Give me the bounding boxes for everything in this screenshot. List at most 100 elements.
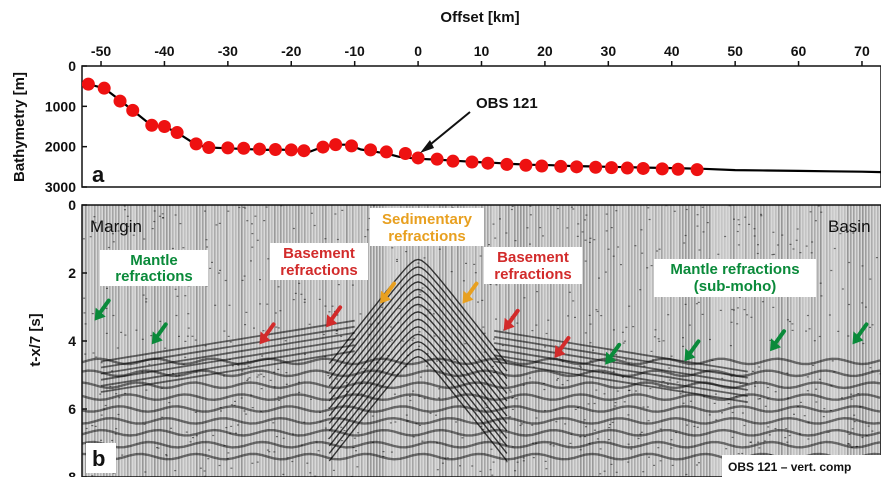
noise: [265, 206, 268, 208]
noise: [219, 407, 222, 409]
noise: [531, 424, 534, 426]
noise: [754, 385, 757, 387]
panel-b-background: [82, 205, 881, 477]
noise: [627, 461, 630, 463]
y-axis-ticks-time: 0 2 4 6 8: [68, 197, 87, 477]
y-axis-title-time: t-x/7 [s]: [27, 313, 44, 366]
noise: [262, 376, 265, 378]
noise: [851, 446, 854, 449]
noise: [773, 253, 776, 255]
noise: [495, 284, 498, 286]
noise: [495, 318, 497, 320]
refraction-left: [100, 350, 355, 393]
noise: [382, 455, 385, 458]
seismic-trace: [166, 205, 168, 477]
noise: [224, 279, 227, 282]
noise: [465, 262, 467, 264]
noise: [666, 383, 669, 385]
seismic-trace: [805, 205, 807, 477]
noise: [176, 295, 179, 297]
noise: [539, 227, 542, 229]
noise: [93, 216, 96, 218]
noise: [319, 421, 322, 423]
noise: [182, 247, 185, 249]
noise: [364, 236, 367, 238]
noise: [477, 301, 479, 303]
noise: [459, 465, 461, 467]
noise: [542, 235, 544, 237]
direct-wave: [328, 341, 508, 447]
obs-marker: [170, 126, 184, 140]
noise: [159, 320, 162, 322]
noise: [92, 352, 95, 354]
noise: [609, 423, 612, 426]
noise: [409, 395, 412, 397]
noise: [519, 424, 522, 426]
noise: [544, 460, 547, 462]
noise: [124, 392, 127, 395]
noise: [635, 390, 637, 392]
noise: [698, 462, 700, 464]
noise: [588, 314, 591, 316]
noise: [300, 444, 303, 446]
refraction-left: [100, 344, 355, 387]
noise: [658, 340, 661, 342]
noise: [418, 395, 421, 397]
noise: [756, 252, 759, 255]
noise: [841, 397, 843, 399]
obs-marker: [329, 138, 343, 152]
noise: [588, 241, 591, 243]
noise: [179, 223, 182, 225]
noise: [309, 472, 312, 474]
noise: [251, 462, 254, 464]
noise: [175, 375, 178, 377]
noise: [625, 359, 628, 361]
noise: [277, 327, 280, 329]
seismic-trace: [550, 205, 552, 477]
noise: [248, 377, 251, 379]
x-tick-label: 10: [474, 43, 490, 59]
noise: [627, 363, 630, 365]
seismic-trace: [712, 205, 714, 477]
noise: [284, 340, 287, 342]
noise: [731, 436, 734, 438]
noise: [360, 393, 363, 395]
noise: [741, 452, 744, 455]
noise: [340, 426, 343, 428]
panel-b-seismic: t-x/7 [s] 0 2 4 6 8 Margin Basin Mantle refr…: [27, 197, 881, 477]
obs-marker: [554, 159, 568, 173]
seismic-trace: [685, 205, 687, 477]
noise: [871, 324, 874, 326]
noise: [670, 447, 673, 449]
noise: [182, 363, 185, 365]
noise: [262, 330, 265, 332]
seismic-trace: [832, 205, 834, 477]
noise: [240, 397, 243, 399]
noise: [732, 309, 735, 311]
noise: [853, 414, 856, 416]
noise: [830, 409, 832, 412]
noise: [696, 225, 699, 227]
noise: [797, 405, 799, 407]
noise: [382, 451, 385, 453]
seismic-trace: [295, 205, 297, 477]
seismic-trace: [277, 205, 279, 477]
noise: [812, 364, 815, 366]
noise: [589, 323, 592, 325]
noise: [277, 368, 280, 370]
noise: [115, 428, 118, 430]
noise: [228, 304, 231, 306]
noise: [285, 372, 288, 374]
noise: [405, 420, 408, 422]
noise: [230, 425, 233, 427]
noise: [607, 439, 610, 441]
seismic-trace: [424, 205, 426, 477]
noise: [610, 227, 613, 229]
noise: [227, 452, 230, 454]
seismic-trace: [202, 205, 204, 477]
noise: [331, 305, 334, 307]
noise: [799, 433, 802, 435]
annotation-mantle-left-bg: [100, 250, 208, 286]
seismic-trace: [91, 205, 93, 477]
obs-marker: [126, 103, 140, 117]
